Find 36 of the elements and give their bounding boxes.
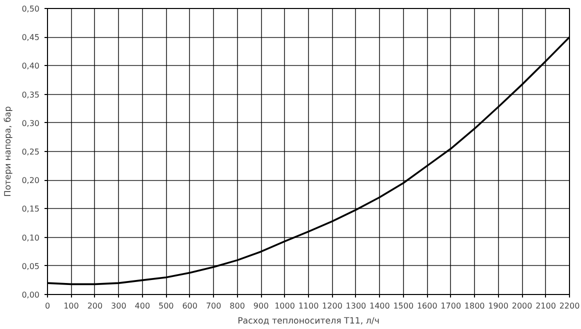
- y-tick-label: 0,15: [22, 204, 40, 214]
- x-tick-label: 1400: [370, 302, 390, 310]
- y-tick-label: 0,30: [22, 118, 40, 128]
- y-tick-label: 0,40: [22, 62, 40, 71]
- x-tick-label: 1600: [416, 302, 438, 310]
- x-tick-label: 200: [87, 302, 103, 310]
- y-tick-label: 0,25: [22, 148, 40, 156]
- y-tick-label: 0,45: [22, 33, 40, 42]
- x-tick-label: 100: [64, 302, 79, 310]
- x-tick-label: 1000: [274, 302, 295, 310]
- x-tick-label: 2100: [536, 302, 556, 310]
- y-tick-label: 0,10: [22, 233, 40, 242]
- x-tick-label: 1200: [322, 302, 342, 310]
- x-tick-label: 1300: [346, 302, 366, 310]
- x-tick-label: 0: [44, 302, 50, 310]
- x-tick-label: 1900: [488, 302, 508, 310]
- x-tick-label: 600: [182, 302, 198, 310]
- x-tick-label: 500: [158, 302, 174, 310]
- x-tick-label: 400: [134, 302, 150, 310]
- x-tick-label: 900: [253, 302, 269, 310]
- x-axis-title: Расход теплоносителя Т11, л/ч: [238, 316, 380, 326]
- x-tick-label: 800: [230, 302, 245, 310]
- x-tick-label: 300: [111, 302, 126, 310]
- y-tick-label: 0,20: [22, 176, 40, 186]
- x-tick-label: 1100: [298, 302, 319, 310]
- x-tick-label: 1500: [393, 302, 414, 310]
- x-tick-label: 2000: [512, 302, 532, 310]
- y-tick-label: 0,35: [22, 90, 40, 100]
- x-tick-label: 1800: [464, 302, 485, 310]
- y-tick-label: 0,00: [22, 290, 40, 300]
- y-tick-label: 0,05: [22, 262, 40, 271]
- y-axis-title: Потери напора, бар: [4, 106, 14, 197]
- x-tick-label: 700: [206, 302, 222, 310]
- y-tick-label: 0,50: [22, 4, 40, 14]
- x-tick-label: 1700: [440, 302, 462, 310]
- x-tick-label: 2200: [559, 302, 580, 310]
